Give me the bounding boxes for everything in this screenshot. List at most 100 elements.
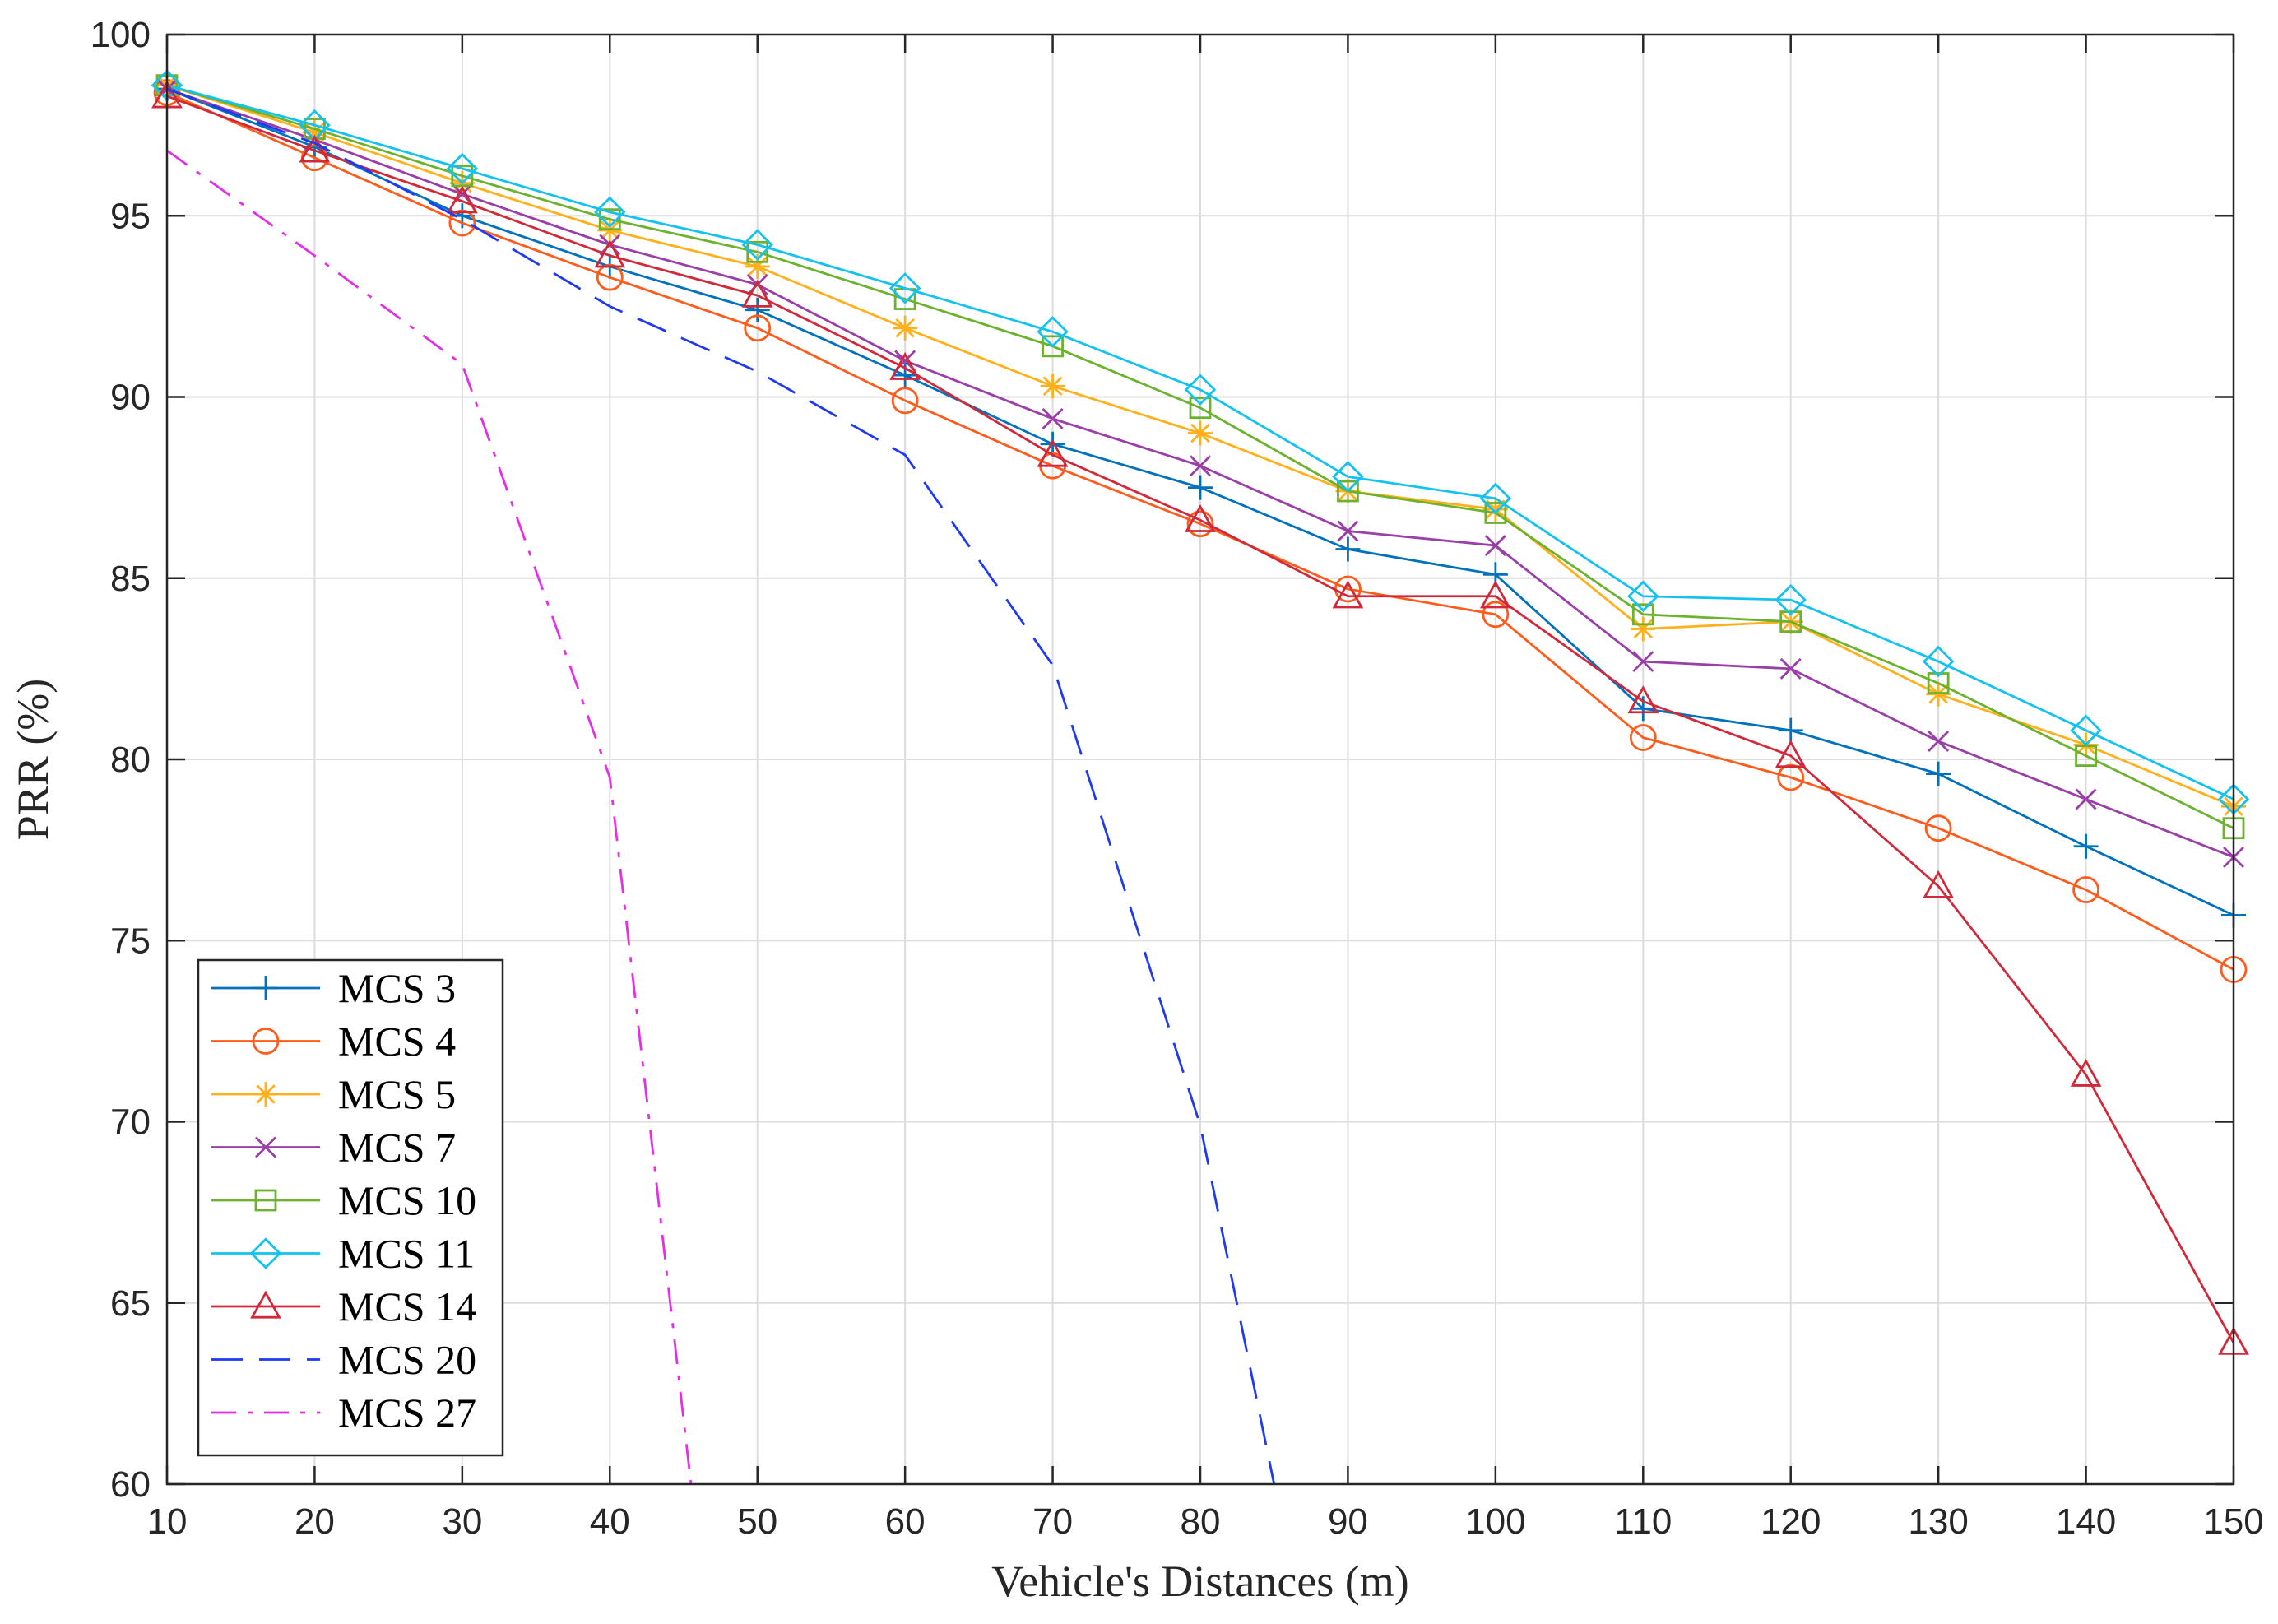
y-tick-label: 85 <box>110 559 151 599</box>
data-point <box>1779 657 1802 680</box>
data-point <box>888 272 921 304</box>
data-point <box>1627 580 1659 613</box>
data-point <box>1777 763 1805 791</box>
data-point <box>2070 714 2102 746</box>
data-point <box>1924 814 1952 842</box>
data-point <box>1627 685 1659 714</box>
data-point <box>594 196 626 229</box>
series-mcs-27 <box>167 149 693 1484</box>
series-line <box>167 149 693 1484</box>
data-point <box>1775 583 1807 616</box>
series-mcs-5 <box>155 72 2246 819</box>
legend-marker <box>255 1136 276 1158</box>
data-point <box>1332 580 1364 609</box>
data-point <box>1479 482 1512 515</box>
data-point <box>1042 335 1064 358</box>
legend-label: MCS 27 <box>338 1390 476 1436</box>
data-point <box>2070 1058 2102 1087</box>
data-point <box>1189 397 1212 420</box>
y-tick-labels: 60 65 70 75 80 85 90 95 100 <box>90 15 151 1505</box>
axis-ticks <box>165 33 2235 1486</box>
y-axis-title: PRR (%) <box>8 679 58 841</box>
legend-label: MCS 5 <box>338 1071 456 1117</box>
legend-marker <box>250 1290 281 1319</box>
legend-marker <box>253 1082 278 1107</box>
y-tick-label: 70 <box>110 1102 151 1143</box>
data-point <box>744 314 772 342</box>
data-point <box>1926 761 1951 786</box>
legend-label: MCS 10 <box>338 1177 476 1223</box>
x-tick-labels: 10 20 30 40 50 60 70 80 90 100 110 120 130 140 150 <box>147 1501 2264 1542</box>
data-point <box>1335 536 1361 562</box>
data-point <box>1037 315 1069 348</box>
series-line <box>167 95 2234 1343</box>
data-point <box>1332 461 1364 493</box>
data-point <box>741 279 773 308</box>
y-tick-label: 100 <box>90 15 151 55</box>
legend: MCS 3 MCS 4 MCS 5 MCS 7 MCS 10 MCS 11 MCS 14 MC… <box>197 958 504 1457</box>
data-point <box>1484 502 1507 524</box>
data-point <box>448 209 476 237</box>
data-point <box>1922 645 1955 678</box>
data-point <box>1778 717 1803 743</box>
data-point <box>745 297 770 322</box>
data-point <box>1928 730 1950 752</box>
data-point <box>746 273 768 295</box>
legend-item: MCS 11 <box>211 1231 475 1277</box>
data-point <box>1184 374 1217 406</box>
legend-label: MCS 3 <box>338 965 456 1011</box>
data-point <box>598 208 621 231</box>
data-point <box>1923 870 1955 898</box>
legend-item: MCS 7 <box>211 1125 456 1171</box>
data-point <box>893 315 918 341</box>
legend-marker <box>252 1028 280 1055</box>
data-point <box>1484 535 1506 557</box>
x-tick-label: 100 <box>1465 1501 1525 1542</box>
x-tick-label: 80 <box>1181 1501 1221 1542</box>
data-point <box>1631 603 1654 626</box>
legend-box <box>197 958 504 1457</box>
legend-item: MCS 4 <box>211 1018 456 1065</box>
data-point <box>1927 672 1950 694</box>
data-point <box>299 109 331 142</box>
x-tick-label: 120 <box>1761 1501 1821 1542</box>
series-line <box>167 87 1276 1484</box>
y-tick-label: 80 <box>110 740 151 780</box>
legend-item: MCS 20 <box>211 1337 476 1383</box>
x-tick-label: 40 <box>590 1501 630 1542</box>
legend-label: MCS 20 <box>338 1337 476 1383</box>
legend-label: MCS 7 <box>338 1125 456 1171</box>
data-point <box>1186 510 1214 538</box>
y-tick-label: 60 <box>110 1464 151 1505</box>
data-point <box>1042 407 1064 429</box>
x-tick-label: 70 <box>1032 1501 1073 1542</box>
x-tick-label: 50 <box>737 1501 777 1542</box>
x-tick-label: 20 <box>295 1501 335 1542</box>
legend-marker <box>249 1237 282 1269</box>
data-point <box>1632 651 1654 673</box>
data-point <box>1479 580 1511 609</box>
series-mcs-11 <box>151 69 2250 815</box>
data-point <box>594 239 626 268</box>
series-mcs-14 <box>151 80 2249 1355</box>
x-tick-label: 140 <box>2056 1501 2116 1542</box>
data-point <box>1188 420 1213 446</box>
data-point <box>745 253 770 279</box>
data-point <box>1040 431 1065 457</box>
x-tick-label: 130 <box>1908 1501 1968 1542</box>
y-tick-label: 90 <box>110 378 151 418</box>
legend-item: MCS 27 <box>211 1390 476 1436</box>
x-axis-title: Vehicle's Distances (m) <box>991 1557 1409 1606</box>
legend-item: MCS 3 <box>211 965 456 1011</box>
series-layer <box>151 69 2250 1484</box>
x-tick-label: 110 <box>1614 1501 1672 1542</box>
series-line <box>167 84 2234 800</box>
x-tick-label: 60 <box>885 1501 926 1542</box>
series-mcs-20 <box>167 87 1276 1484</box>
data-point <box>1190 455 1211 477</box>
data-point <box>741 229 773 261</box>
data-point <box>1629 724 1657 751</box>
data-point <box>1040 374 1065 399</box>
data-point <box>599 234 621 256</box>
